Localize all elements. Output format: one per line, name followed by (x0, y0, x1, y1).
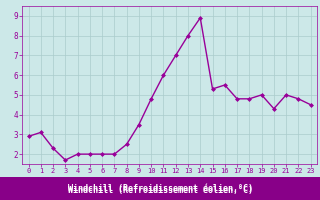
Text: Windchill (Refroidissement éolien,°C): Windchill (Refroidissement éolien,°C) (68, 184, 252, 194)
Text: Windchill (Refroidissement éolien,°C): Windchill (Refroidissement éolien,°C) (68, 186, 252, 194)
